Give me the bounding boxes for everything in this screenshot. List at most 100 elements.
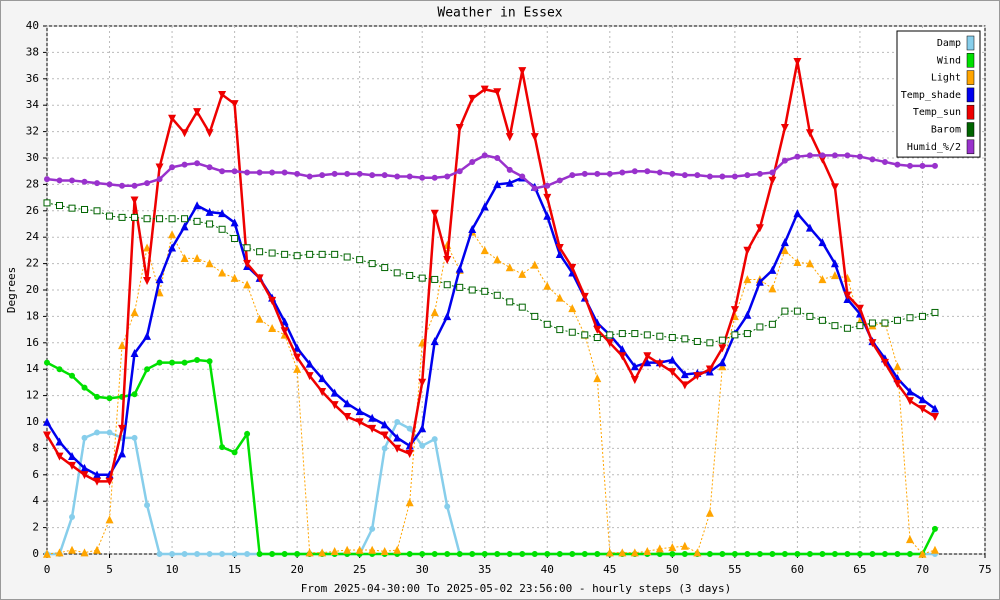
marker [294,170,301,177]
marker [180,222,189,231]
legend-swatch [966,70,975,85]
marker [243,259,252,268]
marker [280,327,289,336]
marker [118,449,127,458]
legend-swatch [966,35,975,51]
marker [480,246,489,255]
marker [668,334,676,342]
marker [555,293,564,302]
marker [544,551,551,557]
marker [306,250,314,258]
marker [455,123,464,132]
marker [180,254,189,263]
marker [368,260,376,268]
x-tick-label: 25 [353,563,366,576]
marker [856,551,863,557]
legend-swatch [966,139,975,155]
y-tick-label: 30 [26,151,39,164]
marker [931,308,939,316]
marker [130,308,139,317]
marker [556,551,563,557]
x-axis-label: From 2025-04-30:00 To 2025-05-02 23:56:0… [301,582,731,595]
y-tick-label: 18 [26,309,39,322]
marker [430,337,439,346]
marker [681,335,689,343]
marker [731,331,739,339]
marker [780,246,789,255]
y-tick-label: 32 [26,125,39,138]
marker [693,548,702,557]
marker [493,180,502,189]
marker [280,317,289,326]
marker [69,514,76,521]
marker [81,434,88,441]
marker [519,551,526,557]
marker [606,331,614,339]
y-tick-label: 28 [26,177,39,190]
marker [205,207,214,216]
y-tick-label: 24 [26,230,40,243]
marker [668,543,677,552]
marker [530,260,539,269]
marker [744,551,751,557]
marker [630,362,639,371]
marker [318,374,327,383]
marker [794,551,801,557]
legend-label: Humid_%/2 [907,142,961,153]
marker [293,252,301,260]
x-tick-label: 75 [978,563,991,576]
marker [106,429,113,436]
legend-box [896,30,981,158]
marker [743,275,752,284]
marker [256,248,264,256]
marker [430,209,439,218]
marker [406,173,413,180]
marker [469,158,476,165]
chart-title: Weather in Essex [437,6,562,21]
marker [431,275,439,283]
marker [293,364,302,373]
marker [181,215,189,223]
y-tick-label: 40 [26,19,39,32]
marker [843,324,851,332]
x-tick-label: 45 [603,563,616,576]
marker [69,177,76,184]
marker [230,218,239,227]
marker [505,263,514,272]
marker [244,430,251,437]
marker [919,162,926,169]
marker [394,419,401,425]
marker [581,331,589,339]
marker [293,343,302,352]
marker [418,274,426,282]
marker [531,185,538,192]
marker [555,244,564,253]
marker [218,90,227,99]
marker [443,312,452,321]
marker [756,323,764,331]
marker [781,551,788,557]
marker [543,211,552,220]
marker [606,170,613,177]
marker [931,162,938,169]
marker [743,310,752,319]
marker [156,551,163,557]
marker [393,269,401,277]
series [43,199,939,347]
marker [155,288,164,297]
marker [755,224,764,233]
marker [193,254,202,263]
marker [518,269,527,278]
marker [294,551,301,557]
marker [630,376,639,385]
marker [768,176,777,185]
marker [369,525,376,532]
marker [780,123,789,132]
marker [869,551,876,557]
marker [318,250,326,258]
marker [218,209,227,218]
marker [819,551,826,557]
marker [355,545,364,554]
marker [494,155,501,161]
marker [393,545,402,554]
